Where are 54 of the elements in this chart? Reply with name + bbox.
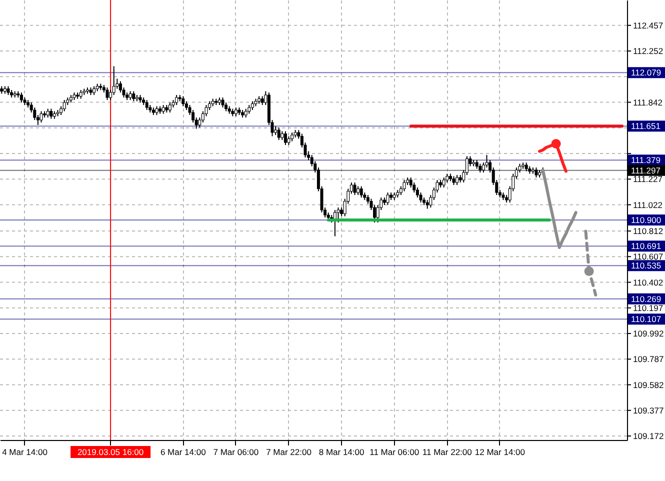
- candlestick: [50, 108, 53, 120]
- candlestick: [402, 180, 406, 192]
- x-tick-label: 6 Mar 14:00: [160, 447, 206, 457]
- y-tick-label: 111.842: [633, 97, 663, 108]
- y-tick-label: 112.457: [633, 20, 664, 30]
- ref-line-label: 111.297: [631, 165, 661, 176]
- candlestick: [20, 92, 23, 103]
- x-tick-label: 4 Mar 14:00: [2, 447, 48, 457]
- candlestick: [353, 182, 356, 196]
- ref-line-label: 110.900: [631, 215, 662, 225]
- x-tick-label: 8 Mar 14:00: [318, 447, 364, 457]
- line-series: [584, 230, 598, 296]
- candlestick: [360, 186, 363, 198]
- candlestick: [145, 100, 148, 110]
- y-tick-label: 109.582: [633, 380, 664, 390]
- ref-line-label: 110.535: [631, 260, 662, 271]
- ref-line-label: 110.691: [631, 241, 662, 252]
- x-tick-label: 2019.03.05 16:00: [77, 447, 144, 457]
- y-tick-label: 109.377: [633, 405, 664, 416]
- candlestick: [132, 90, 136, 102]
- line-series: [541, 168, 578, 249]
- y-tick-label: 109.787: [633, 354, 664, 364]
- x-tick-label: 7 Mar 22:00: [266, 447, 312, 457]
- y-tick-label: 110.197: [633, 302, 664, 313]
- candlestick: [40, 110, 43, 123]
- y-tick-label: 111.022: [633, 200, 663, 210]
- y-tick-label: 110.812: [633, 226, 664, 236]
- ref-line-label: 111.651: [631, 121, 661, 132]
- y-tick-label: 112.252: [633, 46, 664, 56]
- candlestick: [168, 102, 172, 113]
- candlestick: [284, 130, 287, 146]
- candlestick: [456, 174, 459, 186]
- candlestick: [62, 100, 66, 112]
- y-tick-label: 110.402: [633, 277, 664, 288]
- candlestick: [106, 87, 109, 100]
- candlestick: [182, 96, 185, 107]
- x-tick-label: 7 Mar 06:00: [213, 447, 259, 457]
- x-tick-label: 11 Mar 22:00: [422, 447, 472, 457]
- y-tick-label: 111.227: [633, 174, 663, 184]
- candlestick: [534, 167, 538, 178]
- candlestick: [221, 97, 224, 108]
- candlestick: [386, 192, 390, 206]
- x-tick-label: 11 Mar 06:00: [370, 447, 420, 457]
- y-tick-label: 109.992: [633, 328, 664, 338]
- ref-line-label: 111.379: [631, 155, 661, 166]
- ref-line-label: 110.269: [631, 294, 662, 304]
- candlestick: [277, 127, 280, 140]
- y-tick-label: 109.172: [633, 431, 664, 441]
- y-tick-label: 110.607: [633, 252, 664, 262]
- x-tick-label: 12 Mar 14:00: [474, 447, 526, 457]
- ref-line-label: 110.107: [631, 314, 662, 324]
- ref-line-label: 112.079: [631, 68, 662, 78]
- candlestick: [442, 177, 446, 188]
- candlestick: [175, 94, 178, 106]
